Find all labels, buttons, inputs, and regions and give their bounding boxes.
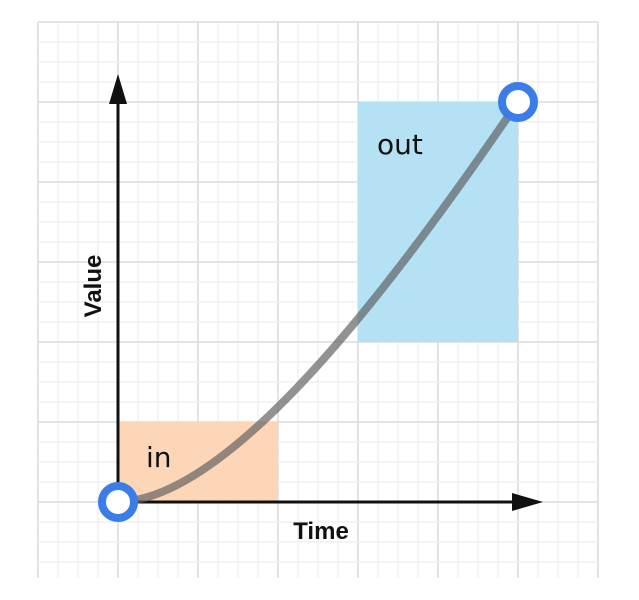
x-axis-arrow xyxy=(512,493,543,511)
end-point xyxy=(498,82,538,122)
start-point xyxy=(98,482,138,522)
easing-curve xyxy=(117,99,522,506)
y-axis-label: Value xyxy=(80,255,107,318)
x-axis-label: Time xyxy=(293,518,349,545)
y-axis-arrow xyxy=(109,74,127,104)
in-label: in xyxy=(146,441,172,474)
out-label: out xyxy=(377,128,423,161)
